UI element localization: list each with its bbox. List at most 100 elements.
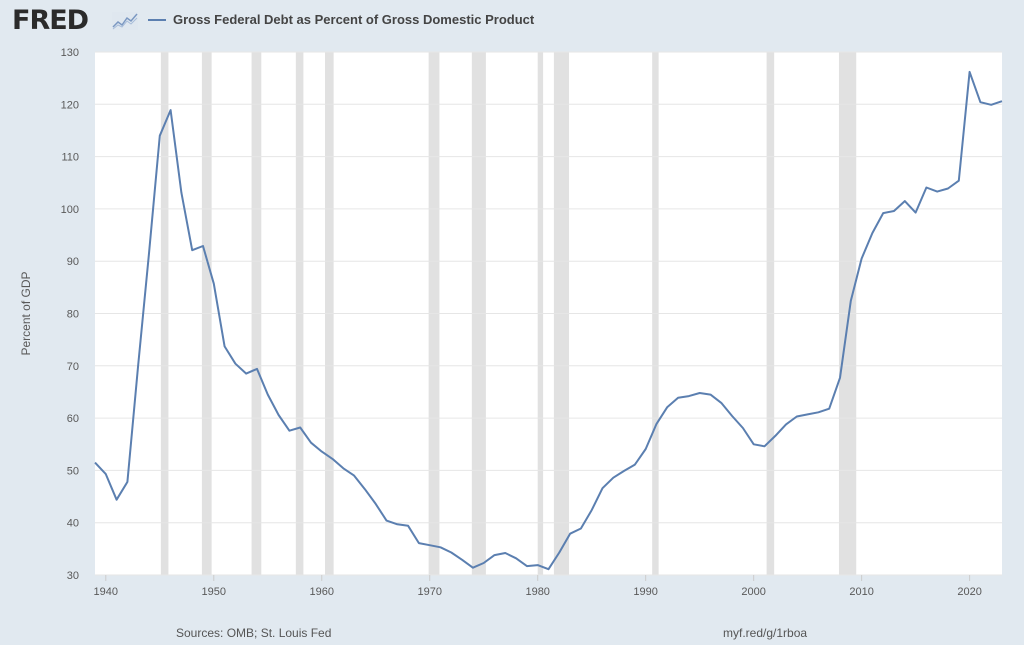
fred-logo[interactable]: FRED xyxy=(12,5,89,36)
data-point[interactable] xyxy=(524,563,530,569)
y-tick-label: 50 xyxy=(67,465,79,477)
data-point[interactable] xyxy=(578,525,584,531)
data-point[interactable] xyxy=(265,392,271,398)
data-point[interactable] xyxy=(232,361,238,367)
x-tick-label: 1990 xyxy=(633,586,657,598)
data-point[interactable] xyxy=(934,189,940,195)
data-point[interactable] xyxy=(470,565,476,571)
data-point[interactable] xyxy=(308,440,314,446)
y-tick-label: 70 xyxy=(67,361,79,373)
data-point[interactable] xyxy=(664,404,670,410)
data-point[interactable] xyxy=(718,400,724,406)
x-tick-label: 1980 xyxy=(525,586,549,598)
data-point[interactable] xyxy=(751,441,757,447)
data-point[interactable] xyxy=(189,247,195,253)
data-point[interactable] xyxy=(740,425,746,431)
data-point[interactable] xyxy=(405,523,411,529)
data-point[interactable] xyxy=(394,521,400,527)
x-tick-label: 1970 xyxy=(417,586,441,598)
data-point[interactable] xyxy=(427,542,433,548)
data-point[interactable] xyxy=(880,210,886,216)
data-point[interactable] xyxy=(492,552,498,558)
series-line xyxy=(94,70,1003,571)
data-point[interactable] xyxy=(945,186,951,192)
data-point[interactable] xyxy=(988,102,994,108)
data-point[interactable] xyxy=(373,501,379,507)
data-point[interactable] xyxy=(448,550,454,556)
data-point[interactable] xyxy=(146,250,152,256)
x-axis-ticks: 1940 1950 1960 1970 1980 1990 2000 2010 2020 xyxy=(94,575,982,598)
data-point[interactable] xyxy=(546,566,552,572)
data-point[interactable] xyxy=(513,555,519,561)
y-tick-label: 40 xyxy=(67,518,79,530)
data-point[interactable] xyxy=(643,446,649,452)
data-point[interactable] xyxy=(416,540,422,546)
gridlines xyxy=(95,51,1002,576)
data-point[interactable] xyxy=(340,465,346,471)
data-point[interactable] xyxy=(438,544,444,550)
data-point[interactable] xyxy=(319,449,325,455)
data-point[interactable] xyxy=(610,475,616,481)
data-point[interactable] xyxy=(200,243,206,249)
short-url-link[interactable]: myf.red/g/1rboa xyxy=(723,626,808,640)
data-point[interactable] xyxy=(103,471,109,477)
data-point[interactable] xyxy=(632,462,638,468)
data-point[interactable] xyxy=(535,562,541,568)
data-point[interactable] xyxy=(351,473,357,479)
data-point[interactable] xyxy=(243,371,249,377)
data-point[interactable] xyxy=(276,412,282,418)
data-point[interactable] xyxy=(923,184,929,190)
data-point[interactable] xyxy=(977,99,983,105)
legend-label: Gross Federal Debt as Percent of Gross D… xyxy=(173,12,535,27)
data-point[interactable] xyxy=(556,550,562,556)
data-point[interactable] xyxy=(826,406,832,412)
data-point[interactable] xyxy=(502,550,508,556)
data-point[interactable] xyxy=(589,507,595,513)
data-point[interactable] xyxy=(794,414,800,420)
data-point[interactable] xyxy=(815,409,821,415)
data-point[interactable] xyxy=(707,392,713,398)
data-point[interactable] xyxy=(967,69,973,75)
data-point[interactable] xyxy=(168,107,174,113)
data-point[interactable] xyxy=(481,560,487,566)
data-point[interactable] xyxy=(956,178,962,184)
data-point[interactable] xyxy=(729,413,735,419)
data-point[interactable] xyxy=(772,433,778,439)
data-point[interactable] xyxy=(869,230,875,236)
x-tick-label: 1940 xyxy=(94,586,118,598)
data-point[interactable] xyxy=(783,421,789,427)
data-point[interactable] xyxy=(859,256,865,262)
data-point[interactable] xyxy=(92,460,98,466)
data-point[interactable] xyxy=(362,486,368,492)
data-point[interactable] xyxy=(178,190,184,196)
data-point[interactable] xyxy=(686,393,692,399)
data-point[interactable] xyxy=(222,343,228,349)
data-point[interactable] xyxy=(135,362,141,368)
data-point[interactable] xyxy=(157,133,163,139)
data-point[interactable] xyxy=(124,479,130,485)
data-point[interactable] xyxy=(254,366,260,372)
data-point[interactable] xyxy=(211,281,217,287)
data-point[interactable] xyxy=(902,198,908,204)
data-point[interactable] xyxy=(891,208,897,214)
data-point[interactable] xyxy=(297,425,303,431)
data-point[interactable] xyxy=(384,518,390,524)
data-point[interactable] xyxy=(761,443,767,449)
data-point[interactable] xyxy=(675,395,681,401)
legend-line-swatch xyxy=(148,18,166,21)
data-point[interactable] xyxy=(848,298,854,304)
data-point[interactable] xyxy=(459,557,465,563)
data-point[interactable] xyxy=(999,98,1005,104)
data-point[interactable] xyxy=(114,497,120,503)
data-point[interactable] xyxy=(599,485,605,491)
data-point[interactable] xyxy=(330,456,336,462)
data-point[interactable] xyxy=(837,375,843,381)
data-point[interactable] xyxy=(621,468,627,474)
data-point[interactable] xyxy=(805,411,811,417)
data-point[interactable] xyxy=(567,531,573,537)
y-tick-label: 60 xyxy=(67,413,79,425)
data-point[interactable] xyxy=(697,390,703,396)
data-point[interactable] xyxy=(913,210,919,216)
data-point[interactable] xyxy=(653,421,659,427)
data-point[interactable] xyxy=(286,428,292,434)
